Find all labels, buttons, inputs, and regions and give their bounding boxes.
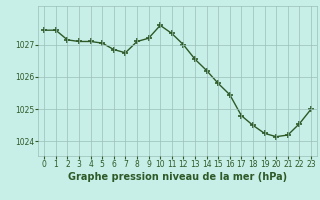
- X-axis label: Graphe pression niveau de la mer (hPa): Graphe pression niveau de la mer (hPa): [68, 172, 287, 182]
